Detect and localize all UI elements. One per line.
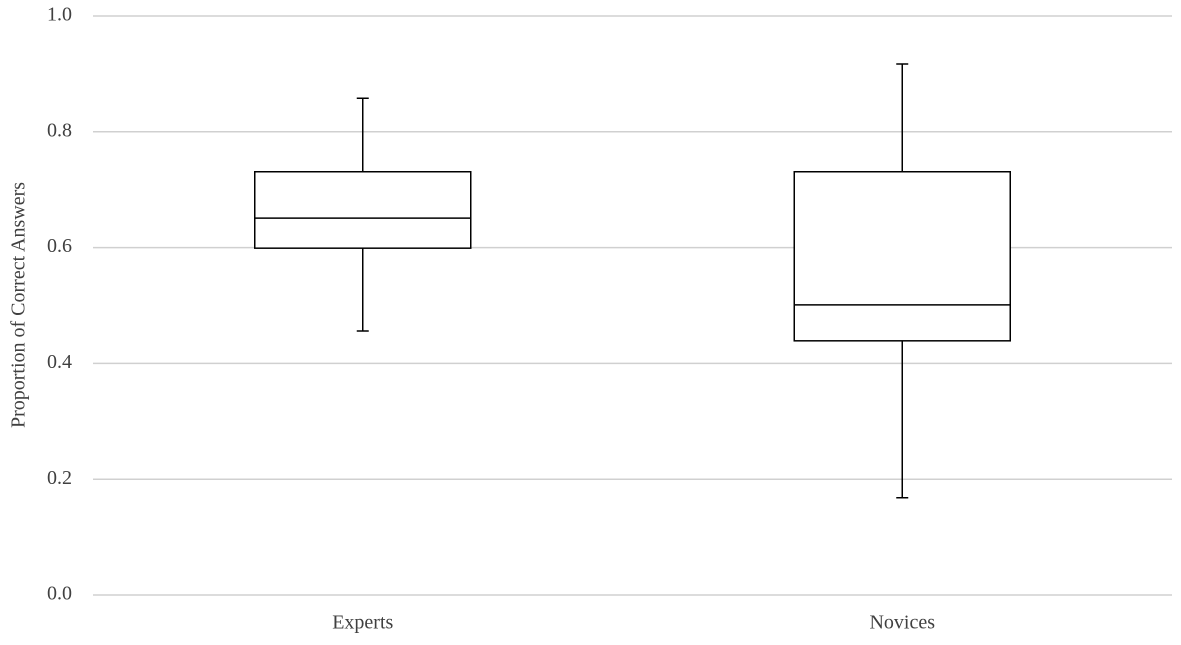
y-tick-label: 0.6 (47, 235, 72, 257)
whisker (896, 63, 909, 172)
x-tick-label: Novices (869, 612, 935, 634)
box (793, 171, 1011, 342)
y-axis-label: Proportion of Correct Answers (8, 182, 30, 428)
y-tick-label: 0.0 (47, 583, 72, 605)
whisker (896, 340, 909, 499)
y-tick-label: 0.4 (47, 351, 72, 373)
y-tick-label: 1.0 (47, 4, 72, 26)
y-tick-label: 0.2 (47, 467, 72, 489)
whisker (356, 248, 369, 332)
x-tick-label: Experts (332, 612, 393, 634)
whisker (356, 97, 369, 172)
box (254, 171, 472, 249)
y-tick-label: 0.8 (47, 119, 72, 141)
